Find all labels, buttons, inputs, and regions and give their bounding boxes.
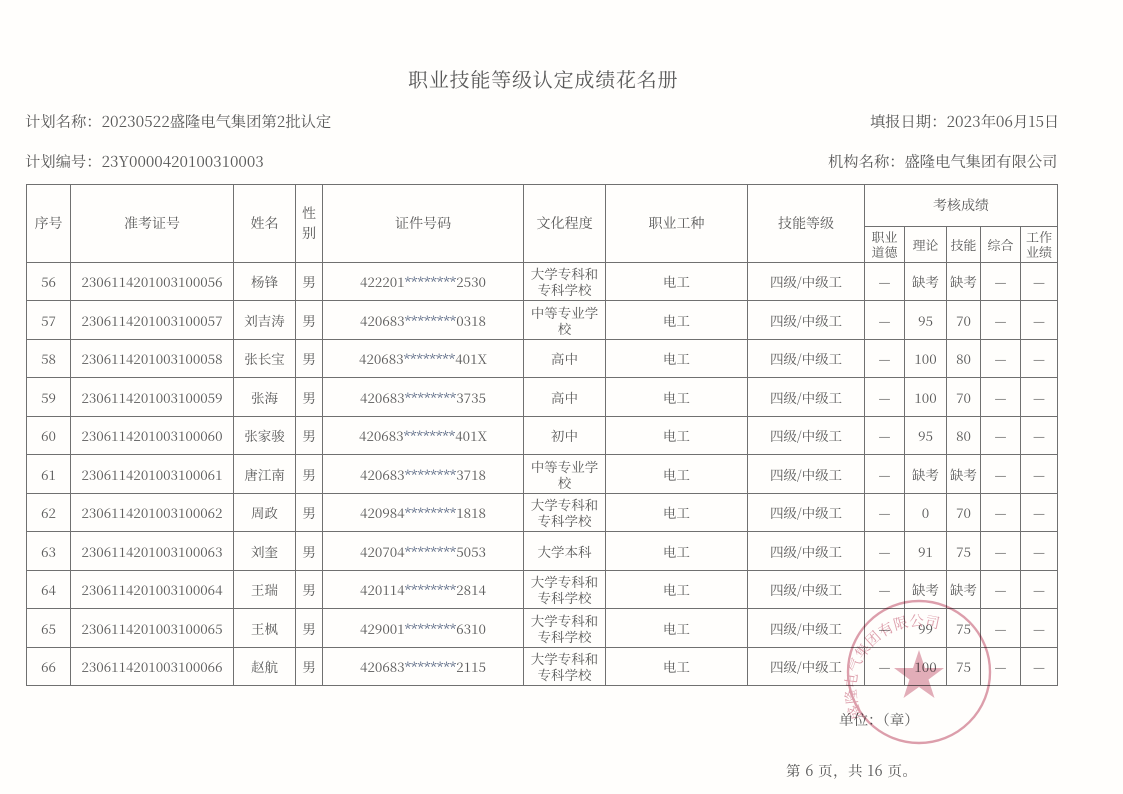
svg-text:盛隆电气集团有限公司: 盛隆电气集团有限公司 bbox=[840, 610, 942, 723]
